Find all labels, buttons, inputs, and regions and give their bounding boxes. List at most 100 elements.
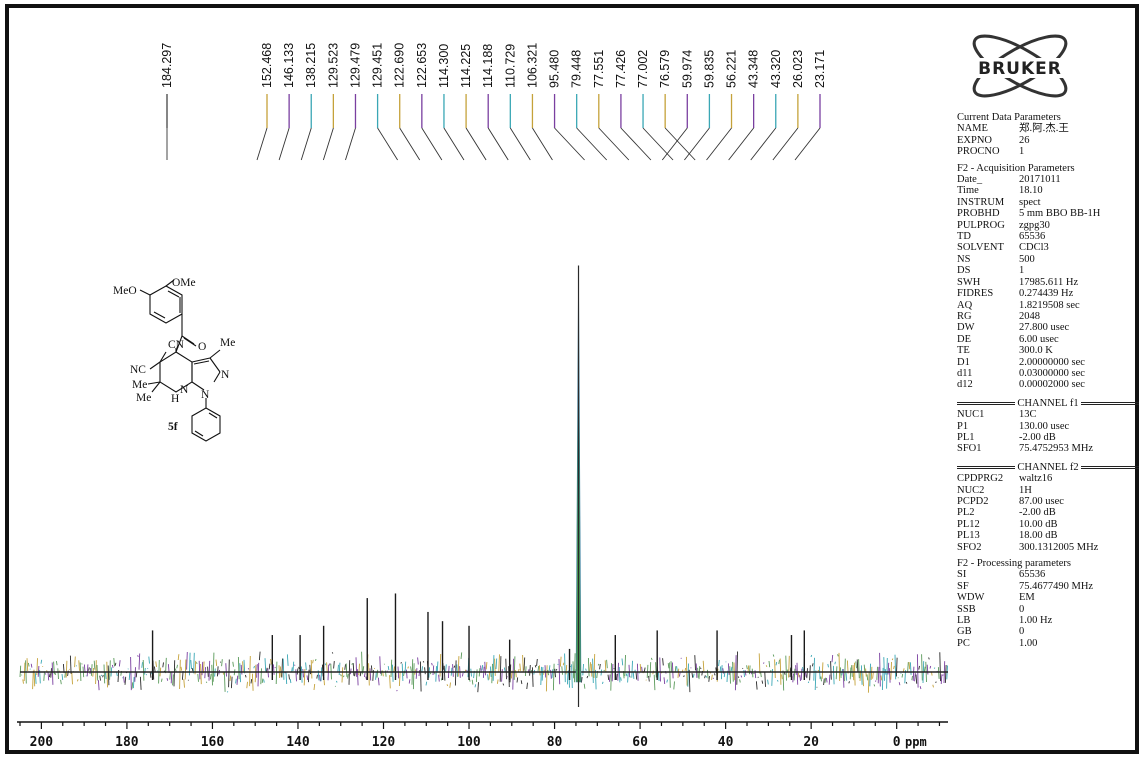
noise-segment: [205, 681, 208, 684]
peak-label-leader: [256, 127, 268, 161]
noise-segment: [240, 664, 243, 675]
noise-segment: [883, 657, 885, 681]
param-row: EXPNO 26: [957, 135, 1139, 146]
noise-segment: [694, 655, 696, 671]
noise-segment: [186, 651, 188, 670]
noise-segment: [796, 662, 799, 685]
noise-segment: [548, 665, 551, 671]
noise-segment: [821, 662, 824, 679]
noise-segment: [169, 671, 171, 680]
label-nc: NC: [130, 364, 146, 376]
param-row: SI 65536: [957, 569, 1139, 580]
noise-segment: [358, 663, 360, 676]
noise-segment: [692, 673, 695, 678]
param-key: FIDRES: [957, 288, 994, 300]
channel-f2-header: CHANNEL f2: [957, 462, 1139, 473]
noise-segment: [352, 663, 355, 676]
param-value: 18.10: [1019, 185, 1043, 197]
noise-segment: [895, 657, 898, 677]
param-row: d11 0.03000000 sec: [957, 368, 1139, 379]
parameters-panel: Current Data Parameters NAME 郑.阿.杰.王 EXPNO…: [957, 112, 1139, 649]
noise-segment: [870, 666, 873, 680]
param-key: D1: [957, 356, 970, 368]
peak-label-leader: [554, 127, 585, 161]
param-value: 0.00002000 sec: [1019, 379, 1085, 391]
label-me-2: Me: [136, 392, 151, 404]
param-key: PROCNO: [957, 146, 1000, 158]
noise-segment: [93, 660, 96, 670]
noise-segment: [657, 672, 660, 682]
noise-segment: [145, 673, 148, 676]
noise-segment: [571, 664, 573, 689]
noise-segment: [338, 662, 341, 676]
param-value: 300.1312005 MHz: [1019, 541, 1099, 553]
noise-segment: [690, 667, 692, 669]
chemical-structure: MeO OMe O CN NC Me Me Me N N H N 5f: [113, 278, 235, 442]
noise-segment: [398, 672, 401, 687]
noise-segment: [312, 659, 314, 664]
noise-segment: [99, 675, 101, 681]
param-row: d12 0.00002000 sec: [957, 379, 1139, 390]
noise-segment: [305, 662, 307, 671]
x-tick-label: 0: [893, 735, 901, 750]
noise-segment: [485, 662, 488, 670]
noise-segment: [516, 677, 519, 683]
param-key: d12: [957, 379, 973, 391]
noise-segment: [229, 675, 232, 682]
noise-segment: [708, 676, 710, 682]
noise-segment: [562, 662, 565, 666]
noise-segment: [650, 657, 653, 661]
param-row: NAME 郑.阿.杰.王: [957, 123, 1139, 134]
param-row: TD 65536: [957, 231, 1139, 242]
noise-segment: [940, 674, 943, 685]
noise-segment: [491, 663, 493, 684]
x-tick-label: 120: [372, 735, 396, 750]
noise-segment: [272, 664, 275, 675]
param-key: DS: [957, 265, 971, 277]
noise-segment: [824, 677, 827, 683]
noise-segment: [60, 679, 62, 685]
noise-segment: [688, 669, 691, 693]
noise-segment: [593, 653, 596, 679]
noise-segment: [736, 651, 738, 685]
peak-label: 23.171: [813, 50, 827, 88]
param-value: spect: [1019, 196, 1041, 208]
noise-segment: [536, 658, 538, 666]
param-key: WDW: [957, 592, 985, 604]
noise-segment: [599, 663, 601, 670]
noise-segment: [519, 663, 521, 671]
noise-segment: [758, 653, 761, 674]
noise-segment: [818, 666, 821, 680]
noise-segment: [166, 677, 169, 681]
noise-segment: [170, 671, 173, 684]
noise-segment: [832, 665, 835, 685]
label-me-1: Me: [132, 379, 147, 391]
param-row: Date_ 20171011: [957, 174, 1139, 185]
noise-segment: [856, 659, 859, 673]
noise-segment: [722, 668, 724, 674]
peak-layer: [151, 265, 806, 707]
noise-segment: [743, 670, 745, 678]
noise-segment: [419, 661, 422, 692]
peak-label: 95.480: [548, 50, 562, 88]
noise-segment: [666, 679, 668, 683]
noise-segment: [184, 659, 187, 680]
peak-label: 122.690: [393, 43, 407, 88]
noise-segment: [695, 663, 698, 678]
noise-segment: [396, 689, 398, 692]
peak-label: 56.221: [725, 50, 739, 88]
noise-segment: [153, 666, 156, 672]
noise-segment: [746, 665, 748, 670]
noise-segment: [649, 662, 652, 678]
param-value: 18.00 dB: [1019, 530, 1058, 542]
noise-segment: [44, 673, 47, 675]
param-value: 27.800 usec: [1019, 322, 1070, 334]
noise-segment: [391, 664, 394, 682]
noise-segment: [744, 670, 747, 676]
param-value: 17985.611 Hz: [1019, 276, 1079, 288]
noise-segment: [235, 678, 237, 684]
noise-segment: [190, 659, 192, 670]
noise-segment: [678, 672, 681, 677]
noise-segment: [179, 659, 181, 690]
noise-segment: [700, 667, 702, 670]
